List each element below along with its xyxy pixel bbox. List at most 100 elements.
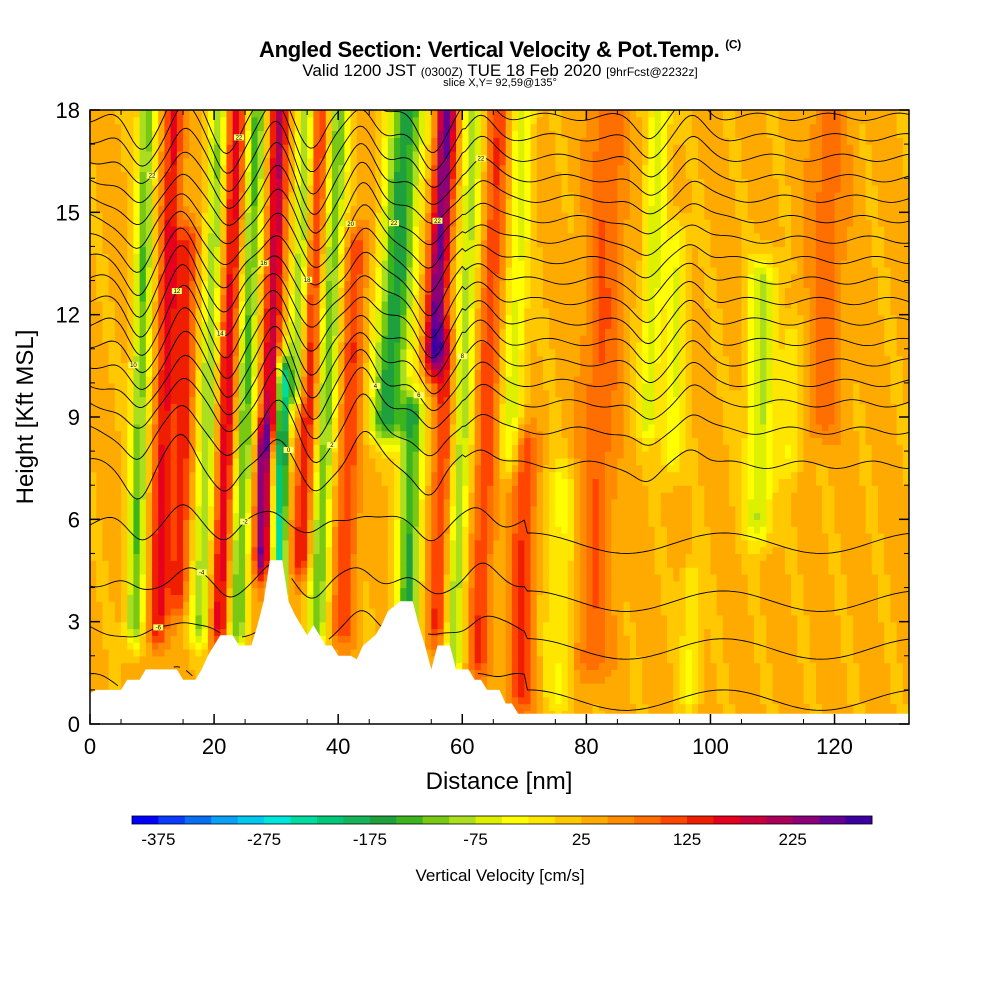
heatmap-cell	[617, 546, 625, 555]
heatmap-cell	[549, 601, 556, 609]
heatmap-cell	[871, 567, 879, 575]
heatmap-cell	[437, 471, 445, 479]
heatmap-cell	[493, 498, 501, 507]
heatmap-cell	[369, 567, 376, 575]
heatmap-cell	[778, 526, 786, 534]
heatmap-cell	[815, 628, 823, 636]
heatmap-cell	[753, 512, 761, 520]
heatmap-cell	[313, 621, 321, 630]
heatmap-cell	[325, 621, 333, 630]
heatmap-cell	[189, 608, 197, 616]
heatmap-cell	[623, 635, 631, 643]
heatmap-cell	[741, 492, 749, 500]
heatmap-cell	[288, 560, 296, 568]
heatmap-cell	[859, 648, 867, 657]
heatmap-cell	[145, 526, 153, 534]
heatmap-cell	[648, 519, 656, 527]
heatmap-cell	[828, 567, 836, 575]
heatmap-cell	[809, 573, 817, 582]
heatmap-cell	[226, 498, 234, 507]
heatmap-cell	[685, 594, 693, 602]
heatmap-cell	[654, 683, 662, 691]
heatmap-cell	[344, 505, 352, 514]
heatmap-cell	[896, 505, 904, 514]
heatmap-cell	[865, 601, 873, 609]
heatmap-cell	[505, 594, 513, 602]
heatmap-cell	[344, 526, 352, 534]
heatmap-cell	[133, 478, 141, 486]
heatmap-cell	[90, 594, 97, 602]
heatmap-cell	[363, 539, 370, 548]
heatmap-cell	[747, 642, 755, 650]
heatmap-cell	[406, 594, 414, 602]
heatmap-cell	[214, 614, 221, 623]
heatmap-cell	[189, 464, 197, 473]
heatmap-cell	[288, 471, 296, 479]
heatmap-cell	[195, 648, 203, 657]
heatmap-cell	[549, 573, 556, 582]
heatmap-cell	[350, 601, 358, 609]
heatmap-cell	[760, 669, 767, 677]
heatmap-cell	[636, 669, 643, 677]
heatmap-cell	[704, 703, 712, 711]
heatmap-cell	[549, 621, 556, 630]
heatmap-cell	[784, 669, 792, 677]
heatmap-cell	[636, 614, 643, 623]
heatmap-cell	[487, 485, 494, 493]
heatmap-cell	[226, 614, 234, 623]
heatmap-cell	[685, 642, 693, 650]
chart-subtitle-slice: slice X,Y= 92,59@135°	[443, 77, 557, 89]
heatmap-cell	[753, 505, 761, 514]
heatmap-cell	[611, 635, 618, 643]
heatmap-cell	[338, 512, 345, 520]
heatmap-cell	[704, 594, 712, 602]
heatmap-cell	[902, 498, 909, 507]
heatmap-cell	[518, 683, 525, 691]
heatmap-cell	[710, 532, 718, 541]
heatmap-cell	[778, 587, 786, 595]
heatmap-cell	[214, 498, 221, 507]
heatmap-cell	[356, 553, 364, 561]
heatmap-cell	[468, 573, 476, 582]
heatmap-cell	[747, 512, 755, 520]
heatmap-cell	[276, 478, 283, 486]
heatmap-cell	[797, 587, 805, 595]
heatmap-cell	[729, 478, 736, 486]
heatmap-cell	[288, 601, 296, 609]
heatmap-cell	[797, 532, 805, 541]
heatmap-cell	[133, 519, 141, 527]
heatmap-cell	[580, 635, 587, 643]
heatmap-cell	[220, 526, 228, 534]
heatmap-cell	[573, 676, 581, 684]
heatmap-cell	[195, 532, 203, 541]
heatmap-cell	[536, 539, 544, 548]
heatmap-cell	[729, 471, 736, 479]
heatmap-cell	[890, 587, 898, 595]
heatmap-cell	[667, 635, 674, 643]
heatmap-cell	[778, 635, 786, 643]
heatmap-cell	[300, 594, 308, 602]
heatmap-cell	[369, 614, 376, 623]
heatmap-cell	[468, 485, 476, 493]
heatmap-cell	[722, 519, 730, 527]
heatmap-cell	[176, 635, 184, 643]
heatmap-cell	[536, 608, 544, 616]
heatmap-cell	[338, 573, 345, 582]
heatmap-cell	[437, 614, 445, 623]
heatmap-cell	[511, 683, 519, 691]
heatmap-cell	[530, 621, 538, 630]
heatmap-cell	[400, 526, 408, 534]
heatmap-cell	[604, 594, 612, 602]
heatmap-cell	[493, 648, 501, 657]
heatmap-cell	[592, 676, 600, 684]
heatmap-cell	[778, 580, 786, 589]
heatmap-cell	[710, 703, 718, 711]
heatmap-cell	[716, 553, 724, 561]
heatmap-cell	[108, 505, 116, 514]
heatmap-cell	[152, 485, 159, 493]
heatmap-cell	[176, 519, 184, 527]
heatmap-cell	[325, 492, 333, 500]
heatmap-cell	[263, 560, 271, 568]
heatmap-cell	[704, 676, 712, 684]
heatmap-cell	[536, 560, 544, 568]
